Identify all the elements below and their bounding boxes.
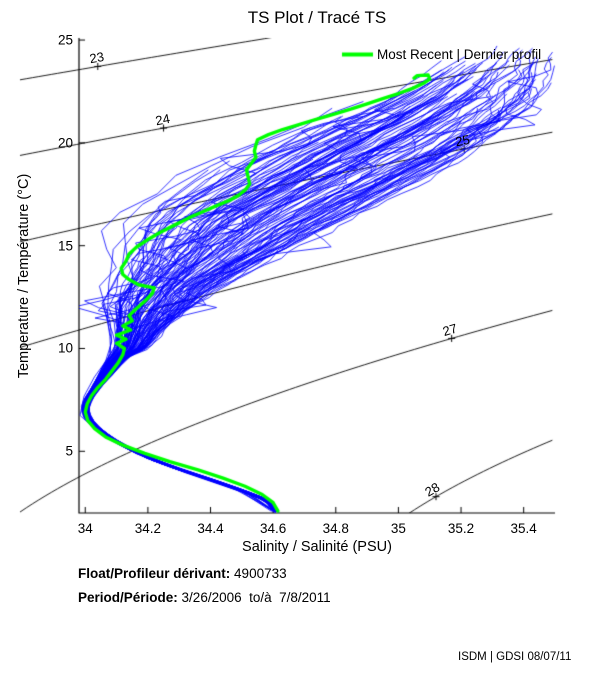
isopycnal-label: 25 <box>454 131 472 150</box>
x-tick-label: 34 <box>77 521 93 536</box>
y-tick-label: 15 <box>57 238 73 254</box>
y-tick-label: 5 <box>65 443 73 459</box>
period-value: 3/26/2006 to/à 7/8/2011 <box>181 590 331 605</box>
x-tick-label: 35 <box>390 521 406 536</box>
y-tick-label: 20 <box>57 135 73 151</box>
isopycnal-label: 23 <box>88 49 105 67</box>
x-axis-label: Salinity / Salinité (PSU) <box>242 539 392 555</box>
y-tick-label: 10 <box>57 340 73 356</box>
period-line: Period/Période: 3/26/2006 to/à 7/8/2011 <box>78 590 331 605</box>
y-tick-label: 25 <box>57 32 73 48</box>
float-line: Float/Profileur dérivant: 4900733 <box>78 566 287 581</box>
x-tick-label: 34.8 <box>322 521 349 536</box>
credit-text: ISDM | GDSI 08/07/11 <box>458 651 572 663</box>
x-tick-label: 35.4 <box>510 521 537 536</box>
x-tick-label: 34.2 <box>134 521 162 536</box>
y-axis-label: Temperature / Température (°C) <box>16 173 32 379</box>
x-tick-label: 35.2 <box>447 521 475 536</box>
float-value: 4900733 <box>234 566 287 581</box>
x-tick-label: 34.4 <box>197 521 224 536</box>
legend-label: Most Recent | Dernier profil <box>377 47 542 62</box>
x-tick-label: 34.6 <box>260 521 287 536</box>
isopycnal-label: 24 <box>153 110 171 129</box>
plot-title: TS Plot / Tracé TS <box>247 8 387 27</box>
float-label: Float/Profileur dérivant: <box>78 566 231 581</box>
period-label: Period/Période: <box>78 590 178 605</box>
